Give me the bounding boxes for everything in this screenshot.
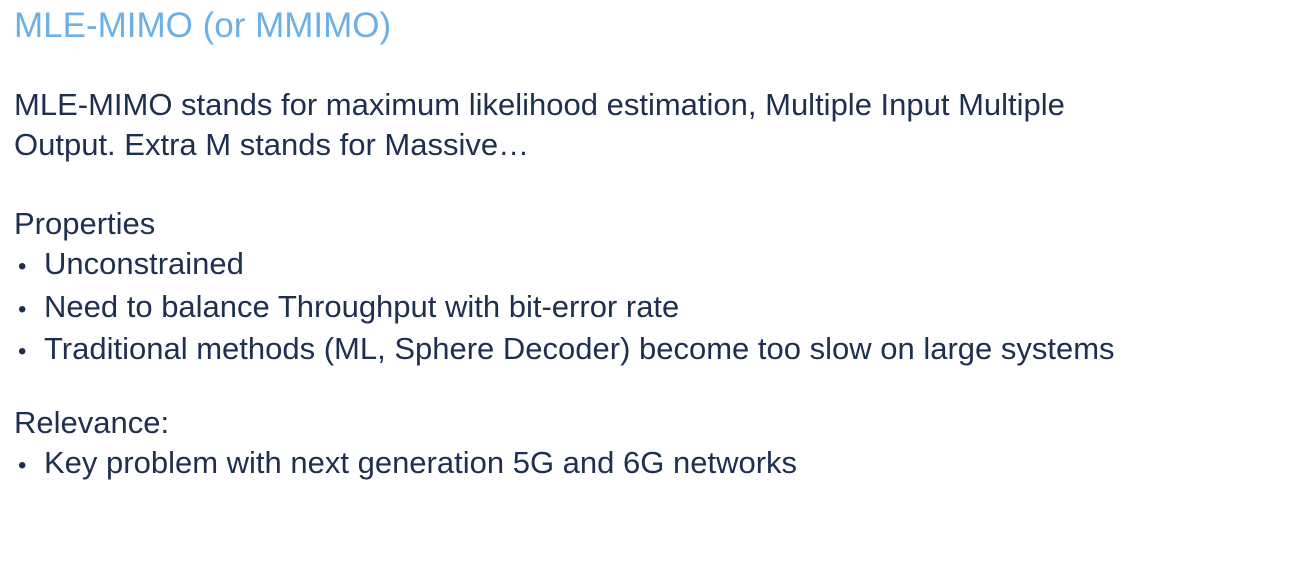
properties-list: • Unconstrained • Need to balance Throug… [18, 244, 1115, 372]
bullet-icon: • [18, 452, 27, 479]
bullet-icon: • [18, 253, 27, 280]
intro-line-2: Output. Extra M stands for Massive… [14, 127, 530, 162]
relevance-list: • Key problem with next generation 5G an… [18, 443, 797, 486]
list-item-text: Unconstrained [44, 246, 244, 281]
bullet-icon: • [18, 295, 27, 323]
list-item: • Unconstrained [18, 244, 1115, 287]
relevance-heading: Relevance: [14, 405, 170, 440]
list-item: • Traditional methods (ML, Sphere Decode… [18, 329, 1115, 372]
list-item-text: Key problem with next generation 5G and … [44, 445, 798, 480]
list-item: • Key problem with next generation 5G an… [18, 443, 797, 486]
intro-paragraph: MLE-MIMO stands for maximum likelihood e… [14, 85, 1065, 165]
bullet-icon: • [18, 338, 27, 365]
slide-title: MLE-MIMO (or MMIMO) [14, 6, 392, 45]
list-item: • Need to balance Throughput with bit-er… [18, 287, 1115, 330]
list-item-text: Need to balance Throughput with bit-erro… [44, 288, 680, 324]
list-item-text: Traditional methods (ML, Sphere Decoder)… [44, 331, 1115, 366]
intro-line-1: MLE-MIMO stands for maximum likelihood e… [14, 87, 1065, 122]
properties-heading: Properties [14, 206, 156, 241]
